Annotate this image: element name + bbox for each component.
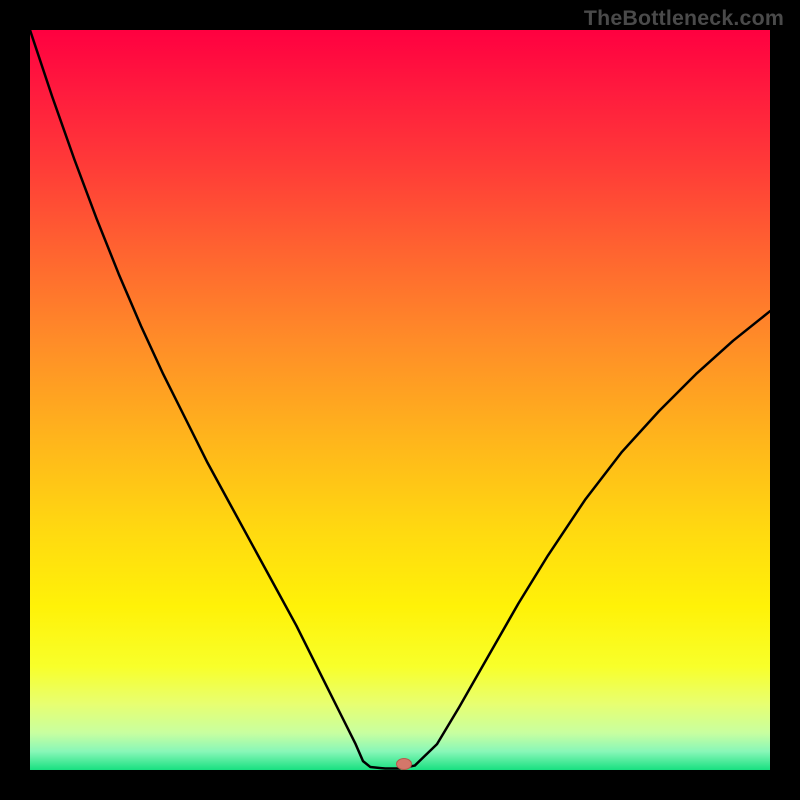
plot-area bbox=[30, 30, 770, 770]
chart-frame: TheBottleneck.com bbox=[0, 0, 800, 800]
optimum-marker bbox=[396, 758, 412, 770]
watermark-label: TheBottleneck.com bbox=[584, 6, 784, 31]
bottleneck-curve bbox=[30, 30, 770, 770]
